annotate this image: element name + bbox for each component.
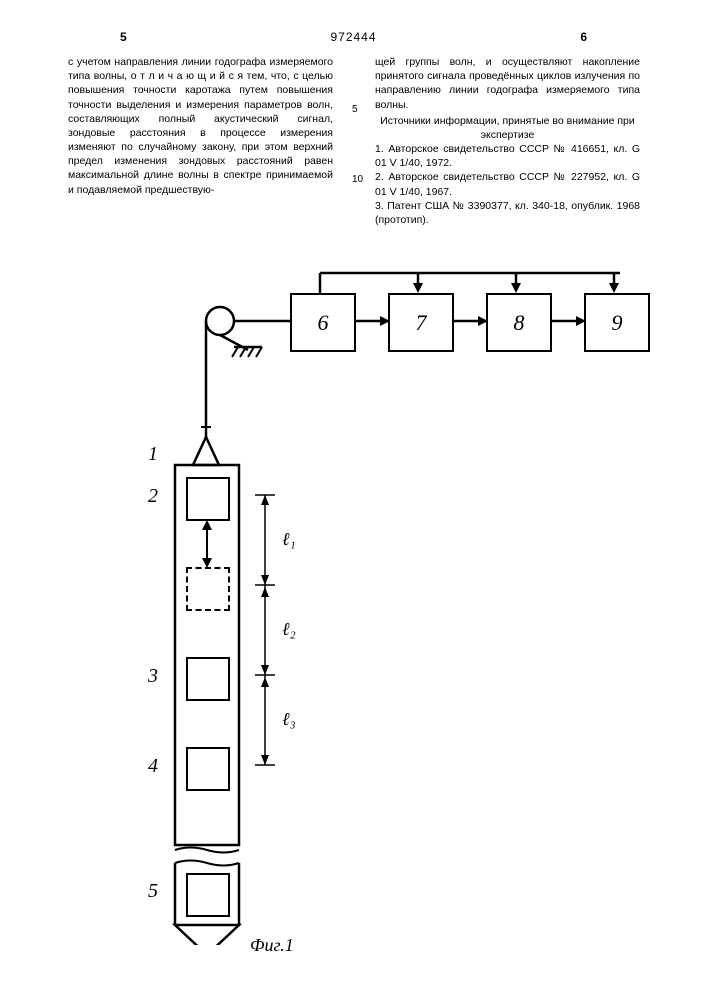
block-8: 8	[486, 293, 552, 352]
probe-box-4	[186, 747, 230, 791]
dim-l1: ℓ₁	[282, 529, 296, 550]
figure-caption: Фиг.1	[250, 935, 294, 956]
text-heading: Источники информации, принятые во вниман…	[375, 114, 640, 142]
text-ref: 3. Патент США № 3390377, кл. 340-18, опу…	[375, 200, 640, 226]
label-3: 3	[148, 665, 158, 688]
probe-box-dashed	[186, 567, 230, 611]
text-column-right: щей группы волн, и осуществляют накоплен…	[375, 55, 640, 227]
document-number: 972444	[330, 30, 376, 44]
text-para: щей группы волн, и осуществляют накоплен…	[375, 56, 640, 111]
block-9: 9	[584, 293, 650, 352]
text-column-left: с учетом направления линии годографа изм…	[68, 55, 333, 197]
dim-l2: ℓ₂	[282, 619, 296, 640]
dim-l3: ℓ₃	[282, 709, 296, 730]
label-2: 2	[148, 485, 158, 508]
label-4: 4	[148, 755, 158, 778]
block-6: 6	[290, 293, 356, 352]
probe-box-5	[186, 873, 230, 917]
label-1: 1	[148, 443, 158, 466]
line-marker: 10	[352, 174, 363, 185]
line-marker: 5	[352, 104, 358, 115]
probe-box-3	[186, 657, 230, 701]
probe-box-2	[186, 477, 230, 521]
text-ref: 1. Авторское свидетельство СССР № 416651…	[375, 143, 640, 169]
figure-diagram: 6 7 8 9 1 2 3 4 5 ℓ₁ ℓ₂ ℓ₃ Фиг.1	[90, 265, 650, 945]
text-ref: 2. Авторское свидетельство СССР № 227952…	[375, 171, 640, 197]
block-7: 7	[388, 293, 454, 352]
page-number-left: 5	[120, 30, 127, 44]
page-number-right: 6	[580, 30, 587, 44]
label-5: 5	[148, 880, 158, 903]
